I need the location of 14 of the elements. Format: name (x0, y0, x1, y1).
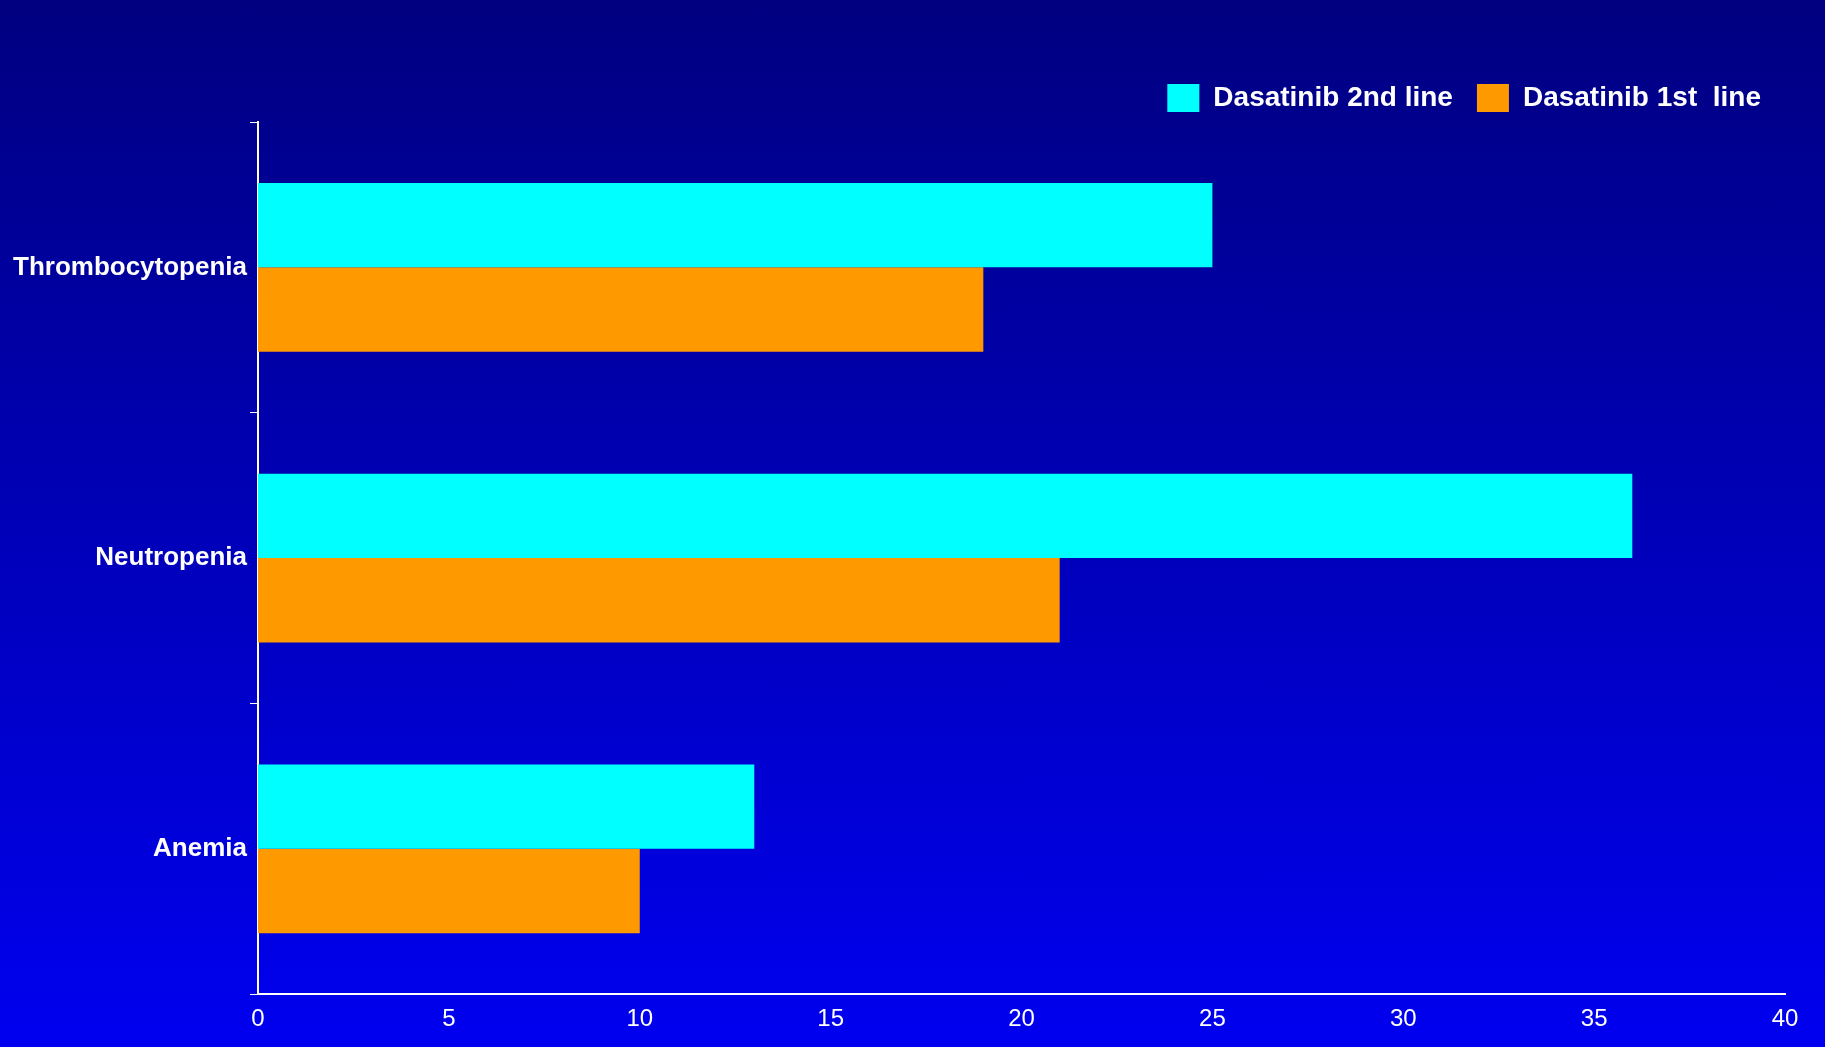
y-tick-label: Thrombocytopenia (13, 250, 248, 281)
x-tick-label: 30 (1389, 1004, 1417, 1032)
legend-label: Dasatinib 1st line (1522, 80, 1762, 112)
y-tick-label: Neutropenia (95, 541, 248, 572)
x-tick-label: 10 (626, 1004, 654, 1032)
legend-label: Dasatinib 2nd line (1213, 80, 1453, 112)
x-tick-label: 25 (1199, 1004, 1226, 1032)
x-tick-label: 5 (442, 1004, 456, 1032)
x-tick-label: 20 (1008, 1004, 1035, 1032)
x-tick-label: 40 (1771, 1004, 1799, 1032)
x-tick-label: 35 (1580, 1004, 1608, 1032)
x-tick-label: 15 (817, 1004, 844, 1032)
x-tick-label: 0 (251, 1004, 265, 1032)
y-tick-label: Anemia (153, 832, 248, 863)
